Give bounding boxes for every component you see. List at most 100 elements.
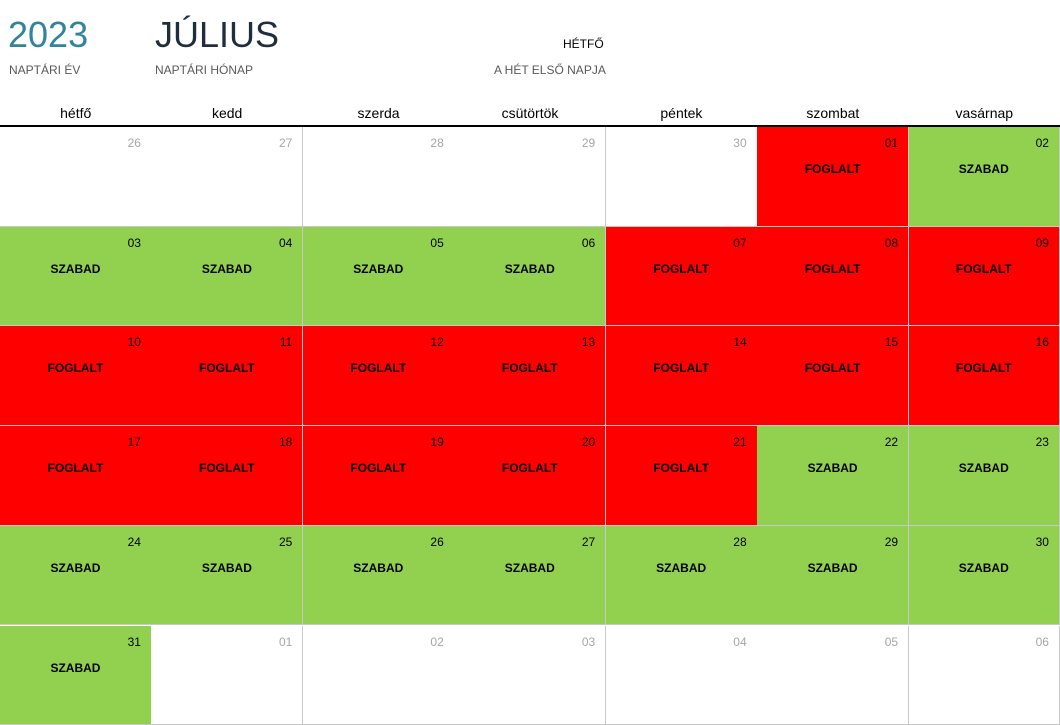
day-cell: 01 <box>151 625 304 725</box>
day-cell: 29 SZABAD <box>757 525 910 626</box>
month: JÚLIUS <box>155 14 280 55</box>
day-cell: 26 SZABAD <box>302 525 455 626</box>
day-number: 30 <box>1035 534 1049 549</box>
day-number: 28 <box>430 136 444 150</box>
day-number: 06 <box>581 235 596 250</box>
month-label: NAPTÁRI HÓNAP <box>155 63 254 77</box>
status: SZABAD <box>958 560 1009 575</box>
day-cell: 03 <box>454 625 607 725</box>
day-number: 08 <box>884 235 899 250</box>
status: SZABAD <box>201 261 252 276</box>
day-cell: 28 <box>302 127 455 227</box>
day-number: 27 <box>581 534 596 549</box>
first-day: HÉTFŐ <box>563 37 604 51</box>
day-cell: 10 FOGLALT <box>0 326 152 427</box>
day-cell: 22 SZABAD <box>757 426 910 526</box>
day-number: 25 <box>278 534 293 549</box>
day-number: 14 <box>733 335 747 350</box>
day-cell: 30 <box>605 127 758 227</box>
status: FOGLALT <box>199 361 255 376</box>
weekday: szombat <box>806 105 860 121</box>
status: FOGLALT <box>804 261 861 276</box>
day-number: 20 <box>581 435 596 450</box>
header-rule <box>0 125 1060 127</box>
day-number: 02 <box>430 634 444 649</box>
status: FOGLALT <box>653 361 710 376</box>
day-number: 04 <box>733 634 747 649</box>
weekday: kedd <box>211 105 243 121</box>
day-cell: 15 FOGLALT <box>757 326 910 427</box>
day-cell: 29 <box>454 127 607 227</box>
day-cell: 04 SZABAD <box>151 226 304 327</box>
day-number: 16 <box>1035 335 1049 350</box>
year: 2023 <box>8 14 89 55</box>
day-cell: 23 SZABAD <box>908 426 1060 526</box>
day-number: 11 <box>279 335 293 350</box>
day-cell: 06 <box>908 625 1060 725</box>
status: SZABAD <box>50 560 101 575</box>
status: SZABAD <box>656 560 707 575</box>
day-number: 13 <box>581 335 596 350</box>
day-cell: 05 SZABAD <box>302 226 455 327</box>
status: FOGLALT <box>350 361 407 376</box>
status: SZABAD <box>807 461 858 476</box>
day-number: 18 <box>278 435 293 450</box>
status: FOGLALT <box>501 361 558 376</box>
day-cell: 06 SZABAD <box>454 226 607 327</box>
day-number: 12 <box>430 335 444 350</box>
first-day-label: A HÉT ELSŐ NAPJA <box>494 63 606 77</box>
status: SZABAD <box>807 560 858 575</box>
day-cell: 20 FOGLALT <box>454 426 607 526</box>
day-cell: 12 FOGLALT <box>302 326 455 427</box>
status: FOGLALT <box>47 461 104 476</box>
weekday: csütörtök <box>501 105 559 121</box>
status: FOGLALT <box>653 461 710 476</box>
day-cell: 18 FOGLALT <box>151 426 304 526</box>
day-cell: 04 <box>605 625 758 725</box>
day-number: 21 <box>733 435 747 450</box>
day-number: 05 <box>430 235 444 250</box>
day-number: 04 <box>278 235 293 250</box>
day-number: 03 <box>127 235 141 250</box>
day-cell: 02 <box>302 625 455 725</box>
day-number: 09 <box>1035 235 1049 250</box>
day-number: 05 <box>884 634 899 649</box>
status: SZABAD <box>504 560 555 575</box>
status: SZABAD <box>50 261 101 276</box>
status: SZABAD <box>958 162 1009 176</box>
year-label: NAPTÁRI ÉV <box>9 63 81 77</box>
weekday: vasárnap <box>955 105 1014 121</box>
day-cell: 03 SZABAD <box>0 226 152 327</box>
status: FOGLALT <box>350 461 407 476</box>
day-number: 07 <box>733 235 747 250</box>
day-number: 17 <box>127 435 141 450</box>
day-cell: 25 SZABAD <box>151 525 304 626</box>
day-cell: 14 FOGLALT <box>605 326 758 427</box>
day-cell: 28 SZABAD <box>605 525 758 626</box>
day-cell: 27 SZABAD <box>454 525 607 626</box>
day-number: 28 <box>733 534 747 549</box>
status: FOGLALT <box>955 261 1012 276</box>
day-cell: 09 FOGLALT <box>908 226 1060 327</box>
day-number: 27 <box>278 136 293 150</box>
day-cell: 07 FOGLALT <box>605 226 758 327</box>
status: FOGLALT <box>804 162 861 176</box>
day-cell: 08 FOGLALT <box>757 226 910 327</box>
day-cell: 30 SZABAD <box>908 525 1060 626</box>
day-cell: 31 SZABAD <box>0 625 152 725</box>
day-number: 31 <box>127 634 141 649</box>
status: SZABAD <box>504 261 555 276</box>
day-number: 24 <box>127 534 141 549</box>
day-number: 29 <box>884 534 899 549</box>
day-number: 10 <box>127 335 141 350</box>
day-number: 19 <box>430 435 444 450</box>
status: SZABAD <box>353 261 404 276</box>
weekday: hétfő <box>60 105 92 121</box>
status: FOGLALT <box>47 361 104 376</box>
status: FOGLALT <box>501 461 558 476</box>
day-cell: 21 FOGLALT <box>605 426 758 526</box>
day-cell: 19 FOGLALT <box>302 426 455 526</box>
status: FOGLALT <box>804 361 861 376</box>
day-number: 01 <box>278 634 293 649</box>
